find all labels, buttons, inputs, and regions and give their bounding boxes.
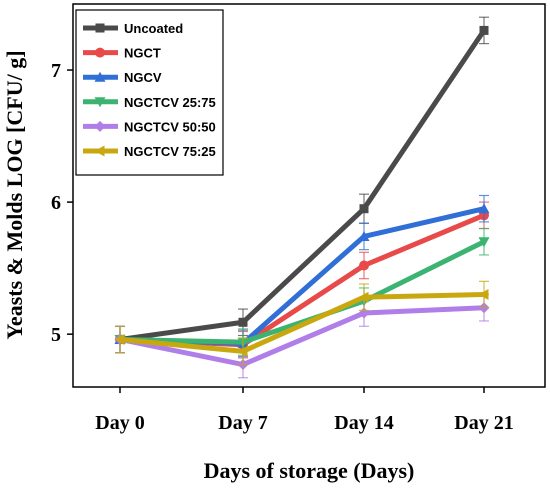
plot-area <box>72 3 546 388</box>
legend-item: NGCT <box>83 46 161 61</box>
legend-item: NGCTCV 50:50 <box>83 119 216 134</box>
x-axis-ticks: Day 0 Day 7 Day 14 Day 21 <box>95 387 514 434</box>
data-point <box>238 317 248 327</box>
legend-label: NGCV <box>124 70 162 85</box>
x-tick-label: Day 21 <box>454 412 513 434</box>
legend-item: NGCTCV 75:25 <box>83 144 216 159</box>
y-axis-title: Yeasts & Molds LOG [CFU/ g] <box>2 50 27 339</box>
legend-item: NGCTCV 25:75 <box>83 95 216 110</box>
plot-frame <box>72 3 546 388</box>
series-line <box>119 292 485 354</box>
legend-label: NGCTCV 25:75 <box>124 95 216 110</box>
legend-label: NGCTCV 75:25 <box>124 144 216 159</box>
legend-box <box>75 9 224 176</box>
x-tick-label: Day 0 <box>95 412 144 434</box>
y-tick-label: 5 <box>51 324 61 346</box>
legend-item: Uncoated <box>83 21 183 36</box>
legend-marker <box>94 145 105 157</box>
y-axis-ticks: 5 6 7 <box>51 60 73 346</box>
data-point <box>479 25 489 35</box>
legend-item: NGCV <box>83 70 162 85</box>
x-tick-label: Day 7 <box>218 412 267 434</box>
x-tick-label: Day 14 <box>334 412 393 434</box>
legend-marker <box>95 23 105 33</box>
data-point <box>478 237 490 248</box>
series-line <box>119 305 485 368</box>
legend-marker <box>94 97 106 108</box>
series-layer <box>114 16 490 379</box>
data-point <box>359 260 369 271</box>
data-point <box>478 203 490 214</box>
legend-marker <box>94 71 106 82</box>
legend-label: NGCT <box>124 46 161 61</box>
series-ngctcv-75-25 <box>114 280 489 366</box>
y-tick-label: 6 <box>51 192 61 214</box>
data-point <box>359 204 369 214</box>
x-axis-title: Days of storage (Days) <box>204 458 415 483</box>
data-point <box>358 291 369 303</box>
data-point <box>478 289 489 301</box>
data-point <box>237 345 248 357</box>
legend: Uncoated NGCT NGCV NGCTCV 25:75 NGCTCV 50:50… <box>75 9 224 176</box>
legend-label: Uncoated <box>124 21 183 36</box>
y-tick-label: 7 <box>51 60 61 82</box>
legend-marker <box>94 120 106 132</box>
data-point <box>358 230 370 241</box>
data-point <box>114 333 125 345</box>
legend-label: NGCTCV 50:50 <box>124 119 216 134</box>
legend-marker <box>95 47 105 58</box>
series-line <box>119 29 487 342</box>
